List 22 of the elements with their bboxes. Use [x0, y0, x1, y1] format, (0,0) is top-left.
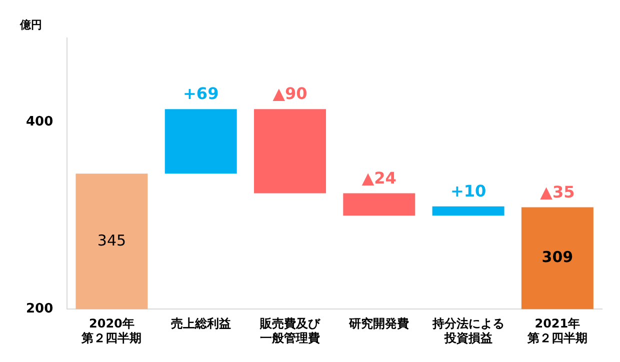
- x-tick-label: 2021年第２四半期: [526, 316, 588, 345]
- bar: [521, 207, 594, 310]
- x-tick-label: 研究開発費: [348, 316, 410, 331]
- bar: [76, 174, 148, 310]
- bar: [432, 206, 504, 216]
- bar: [164, 109, 237, 174]
- x-tick-label: 売上総利益: [170, 316, 231, 331]
- data-label: +10: [450, 181, 486, 200]
- data-label: 345: [97, 231, 126, 250]
- bar: [254, 109, 326, 194]
- data-label: 309: [542, 248, 574, 266]
- y-tick-label: 400: [26, 114, 54, 130]
- bar: [343, 193, 416, 216]
- annotation: ▲35: [540, 182, 575, 202]
- x-tick-label: 販売費及び一般管理費: [258, 316, 321, 345]
- x-tick-label: 持分法による投資損益: [431, 316, 504, 345]
- y-tick-label: 200: [26, 302, 54, 317]
- data-label: ▲90: [272, 84, 308, 104]
- x-tick-label: 2020年第２四半期: [80, 316, 142, 345]
- data-label: +69: [183, 84, 219, 104]
- y-axis-title: 億円: [19, 18, 42, 32]
- data-label: ▲24: [362, 168, 396, 188]
